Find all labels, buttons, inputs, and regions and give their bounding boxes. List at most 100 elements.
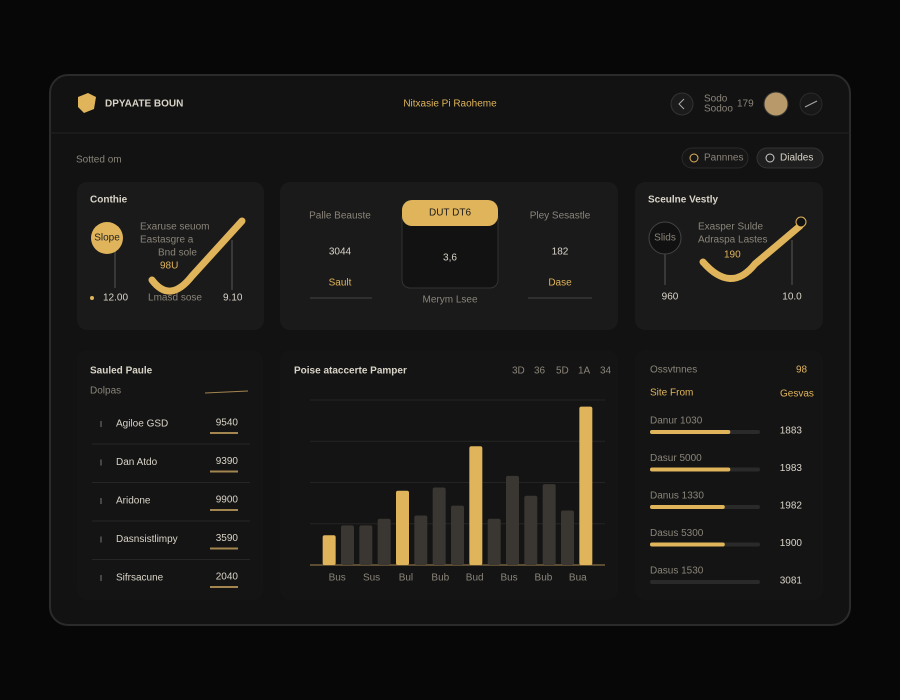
metric-tab[interactable] <box>402 200 498 226</box>
legend-item: 34 <box>600 366 612 377</box>
card-value: 10.0 <box>782 292 802 303</box>
bar <box>469 446 483 565</box>
progress-list: Danur 1030 1883 Dasur 5000 1983 Danus 1330 19… <box>650 416 802 587</box>
x-label: Bus <box>500 573 517 584</box>
card-line: Exaruse seuom <box>140 222 209 233</box>
x-label: Sus <box>363 573 380 584</box>
metric-sub: Sault <box>329 278 352 289</box>
bar <box>359 525 373 565</box>
legend-item: 1A <box>578 366 591 377</box>
x-label: Bub <box>431 573 449 584</box>
badge <box>91 222 123 254</box>
dot <box>90 296 94 300</box>
progress-value: 3081 <box>780 576 803 587</box>
row-name: Sifrsacune <box>116 573 164 584</box>
x-label: Bul <box>399 573 413 584</box>
progress-fill <box>650 467 731 472</box>
button-icon <box>765 153 775 163</box>
panel-subtitle: Dolpas <box>90 386 121 397</box>
metric-value: 3044 <box>329 247 352 258</box>
row-name: Dan Atdo <box>116 457 158 468</box>
card-value: 9.10 <box>223 293 243 304</box>
button[interactable] <box>681 147 749 169</box>
card-label: Lmasd sose <box>148 293 202 304</box>
button-label: Pannnes <box>704 153 743 164</box>
row-name: Dasnsistlimpy <box>116 534 178 545</box>
x-label: Bus <box>329 573 346 584</box>
bar <box>377 518 391 565</box>
logo <box>78 93 96 113</box>
count: 179 <box>737 99 754 110</box>
menu-icon <box>804 100 818 108</box>
card <box>77 182 264 330</box>
panel-heading: Site From <box>650 388 693 399</box>
bar <box>322 535 336 565</box>
progress-fill <box>650 505 725 509</box>
bar <box>579 406 593 565</box>
brand: DPYAATE BOUN <box>105 99 183 110</box>
row-value: 9390 <box>216 456 239 467</box>
button-label: Dialdes <box>780 153 813 164</box>
back-button[interactable] <box>670 92 694 116</box>
card-value: 960 <box>662 292 679 303</box>
toolbar-title: Sotted om <box>76 155 122 166</box>
progress-value: 1982 <box>780 501 803 512</box>
progress-label: Dasur 5000 <box>650 453 702 464</box>
card <box>635 182 823 330</box>
user-bottom: Sodoo <box>704 104 733 115</box>
avatar[interactable] <box>763 91 789 117</box>
button[interactable] <box>756 147 824 169</box>
card-line: 190 <box>724 250 741 261</box>
progress-fill <box>650 542 725 547</box>
panel <box>77 350 263 600</box>
button-icon <box>689 153 699 163</box>
back-icon <box>678 98 685 110</box>
bar <box>542 484 556 565</box>
row-name: Aridone <box>116 496 151 507</box>
progress-track <box>650 580 760 584</box>
metric-sub: Dase <box>548 278 572 289</box>
bar-chart: 3D 36 5D 1A 34 Bus Sus Bul Bub Bud Bus Bub Bua <box>310 366 612 584</box>
row-value: 9540 <box>216 418 239 429</box>
metric-label: Pley Sesastle <box>530 211 591 222</box>
card-line: Bnd sole <box>158 248 197 259</box>
bar <box>561 510 574 565</box>
x-label: Bua <box>569 573 587 584</box>
panel-badge: 98 <box>796 365 808 376</box>
panel-title: Poise ataccerte Pamper <box>294 366 407 377</box>
progress-value: 1883 <box>780 426 803 437</box>
list: Agiloe GSD 9540 Dan Atdo 9390 Aridone 9900 Das… <box>92 418 250 588</box>
row-value: 2040 <box>216 572 239 583</box>
badge-label: Slids <box>654 233 676 244</box>
gauge-end <box>795 216 807 228</box>
x-label: Bud <box>466 573 484 584</box>
metric-value: 182 <box>552 247 569 258</box>
bar <box>487 518 501 565</box>
card-value: 12.00 <box>103 293 128 304</box>
panel <box>635 350 823 600</box>
bar <box>506 475 519 565</box>
progress-value: 1900 <box>780 538 803 549</box>
progress-fill <box>650 430 731 434</box>
legend-item: 3D <box>512 366 525 377</box>
bar <box>524 495 538 565</box>
card-title: Sceulne Vestly <box>648 195 718 206</box>
badge-label: Slope <box>94 233 120 244</box>
legend-item: 5D <box>556 366 569 377</box>
row-value: 9900 <box>216 495 239 506</box>
progress-label: Dasus 1530 <box>650 566 704 577</box>
x-label: Bub <box>535 573 553 584</box>
card-line: Adraspa Lastes <box>698 235 768 246</box>
gauge <box>699 222 804 282</box>
card-title: Conthie <box>90 195 128 206</box>
header-center: Nitxasie Pi Raoheme <box>403 99 497 110</box>
bar <box>451 505 464 565</box>
panel-title: Sauled Paule <box>90 366 153 377</box>
card-line: Eastasgre a <box>140 235 194 246</box>
row-value: 3590 <box>216 533 239 544</box>
metric-sub: Merym Lsee <box>422 295 477 306</box>
card-line: 98U <box>160 261 178 272</box>
panel-action[interactable]: Gesvas <box>780 389 814 400</box>
